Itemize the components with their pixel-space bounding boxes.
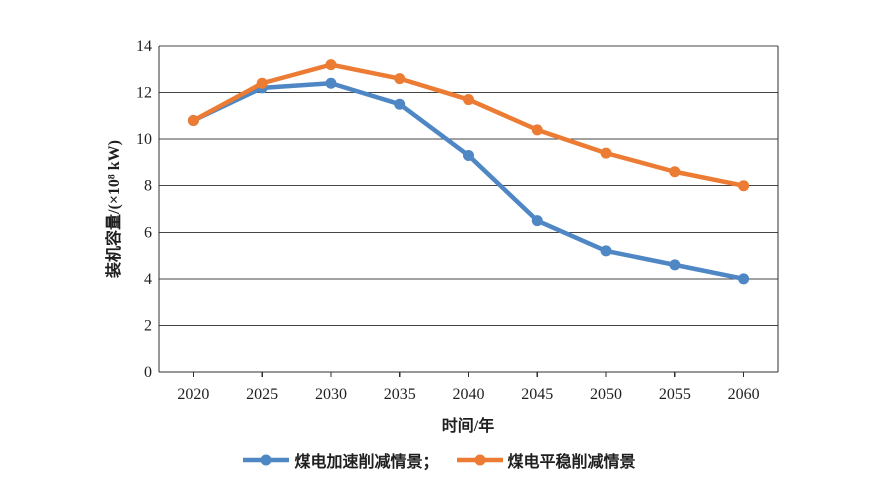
x-tick-label: 2030 xyxy=(315,386,347,403)
data-point-marker xyxy=(463,94,474,106)
legend-item-steady-reduction: 煤电平稳削减情景 xyxy=(456,448,636,472)
data-point-marker xyxy=(600,245,612,257)
plot-area: 0 2 4 6 8 10 12 14 2020 2025 2030 2035 2040 2045 2050 2… xyxy=(136,38,779,403)
data-point-marker xyxy=(256,77,268,89)
data-point-marker xyxy=(738,180,750,192)
y-tick-label: 4 xyxy=(144,271,152,288)
data-point-marker xyxy=(187,115,199,127)
y-tick-label: 0 xyxy=(144,364,152,381)
data-point-marker xyxy=(669,166,681,178)
x-tick-label: 2045 xyxy=(521,386,553,403)
data-point-marker xyxy=(669,259,681,271)
legend-item-accelerated-reduction: 煤电加速削减情景； xyxy=(243,448,439,472)
series-line-1 xyxy=(191,62,746,188)
legend-line-marker-orange-icon xyxy=(456,454,503,466)
legend-line-marker-blue-icon xyxy=(243,454,290,466)
data-point-marker xyxy=(531,215,543,227)
data-point-marker xyxy=(600,147,612,159)
y-tick-label: 8 xyxy=(144,178,152,195)
y-tick-label: 6 xyxy=(144,224,152,241)
chart-legend: 煤电加速削减情景； 煤电平稳削减情景 xyxy=(0,448,879,472)
y-tick-label: 14 xyxy=(136,38,152,55)
legend-label-accelerated-reduction: 煤电加速削减情景； xyxy=(294,454,439,471)
data-point-marker xyxy=(394,98,406,110)
x-tick-label: 2020 xyxy=(177,386,209,403)
x-tick-label: 2025 xyxy=(246,386,278,403)
x-tick-label: 2055 xyxy=(659,386,691,403)
y-tick-label: 12 xyxy=(136,85,152,102)
series-line-0 xyxy=(191,81,746,282)
x-tick-label: 2060 xyxy=(728,386,760,403)
x-tick-label: 2050 xyxy=(590,386,622,403)
data-point-marker xyxy=(394,73,406,85)
data-point-marker xyxy=(325,77,337,89)
y-tick-label: 10 xyxy=(136,131,152,148)
x-tick-label: 2040 xyxy=(453,386,485,403)
y-tick-label: 2 xyxy=(144,317,152,334)
x-axis-title: 时间/年 xyxy=(441,418,495,435)
y-axis-title: 装机容量/(×10⁸ kW) xyxy=(106,140,123,278)
data-point-marker xyxy=(531,124,543,136)
data-point-marker xyxy=(325,59,337,71)
x-tick-label: 2035 xyxy=(384,386,416,403)
legend-label-steady-reduction: 煤电平稳削减情景 xyxy=(507,454,636,471)
data-point-marker xyxy=(463,149,474,161)
data-point-marker xyxy=(738,273,750,285)
